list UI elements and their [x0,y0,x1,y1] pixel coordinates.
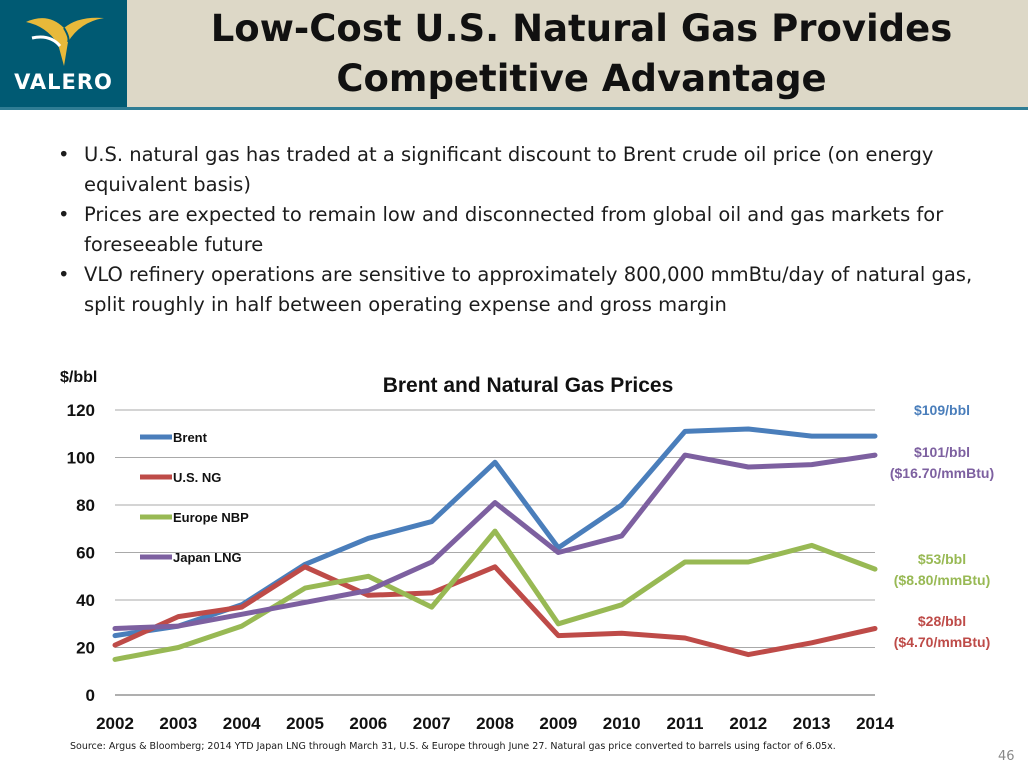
x-tick-label: 2013 [793,714,831,733]
valero-v-mark-icon [26,17,104,66]
x-tick-label: 2010 [603,714,641,733]
x-tick-label: 2014 [856,714,894,733]
logo-wordmark: VALERO [14,70,113,94]
valero-logo: VALERO [0,0,127,107]
series-line-u-s-ng [112,564,878,658]
x-tick-label: 2004 [223,714,261,733]
y-tick-label: 80 [76,496,95,515]
x-tick-label: 2003 [159,714,197,733]
x-tick-label: 2006 [349,714,387,733]
x-tick-label: 2012 [729,714,767,733]
series-line-europe-nbp [112,528,878,662]
bullet-list: U.S. natural gas has traded at a signifi… [56,140,996,320]
y-tick-label: 0 [86,686,95,705]
source-note: Source: Argus & Bloomberg; 2014 YTD Japa… [70,741,836,752]
chart-title: Brent and Natural Gas Prices [383,374,674,397]
page-title: Low-Cost U.S. Natural Gas Provides Compe… [135,4,1028,104]
price-line-chart: 0 20 40 60 80 100 120 2002 2003 2004 2005 2006 2007 2… [60,369,994,733]
value-annotation: ($4.70/mmBtu) [894,634,990,650]
bullet-item: VLO refinery operations are sensitive to… [56,260,996,320]
y-tick-label: 60 [76,544,95,563]
legend-label: Brent [173,430,208,445]
header-divider [0,107,1028,110]
y-axis-label: $/bbl [60,369,97,386]
y-tick-label: 20 [76,639,95,658]
x-tick-label: 2007 [413,714,451,733]
x-tick-label: 2009 [539,714,577,733]
x-tick-label: 2005 [286,714,324,733]
value-annotation: ($8.80/mmBtu) [894,572,990,588]
y-tick-label: 100 [67,449,95,468]
x-tick-label: 2002 [96,714,134,733]
x-tick-label: 2011 [667,714,704,733]
value-annotation: $101/bbl [914,444,970,460]
value-annotation: $109/bbl [914,402,970,418]
series-line-japan-lng [112,452,878,631]
value-annotation: $53/bbl [918,551,966,567]
value-annotation: ($16.70/mmBtu) [890,465,994,481]
title-line-2: Competitive Advantage [336,57,827,100]
legend-label: Japan LNG [173,550,242,565]
legend-label: Europe NBP [173,510,249,525]
slide-header: VALERO Low-Cost U.S. Natural Gas Provide… [0,0,1028,107]
bullet-item: U.S. natural gas has traded at a signifi… [56,140,996,200]
y-tick-label: 120 [67,401,95,420]
bullet-item: Prices are expected to remain low and di… [56,200,996,260]
x-tick-label: 2008 [476,714,514,733]
page-number: 46 [998,749,1015,764]
value-annotation: $28/bbl [918,613,966,629]
y-tick-label: 40 [76,591,95,610]
title-line-1: Low-Cost U.S. Natural Gas Provides [210,7,953,50]
legend-label: U.S. NG [173,470,221,485]
